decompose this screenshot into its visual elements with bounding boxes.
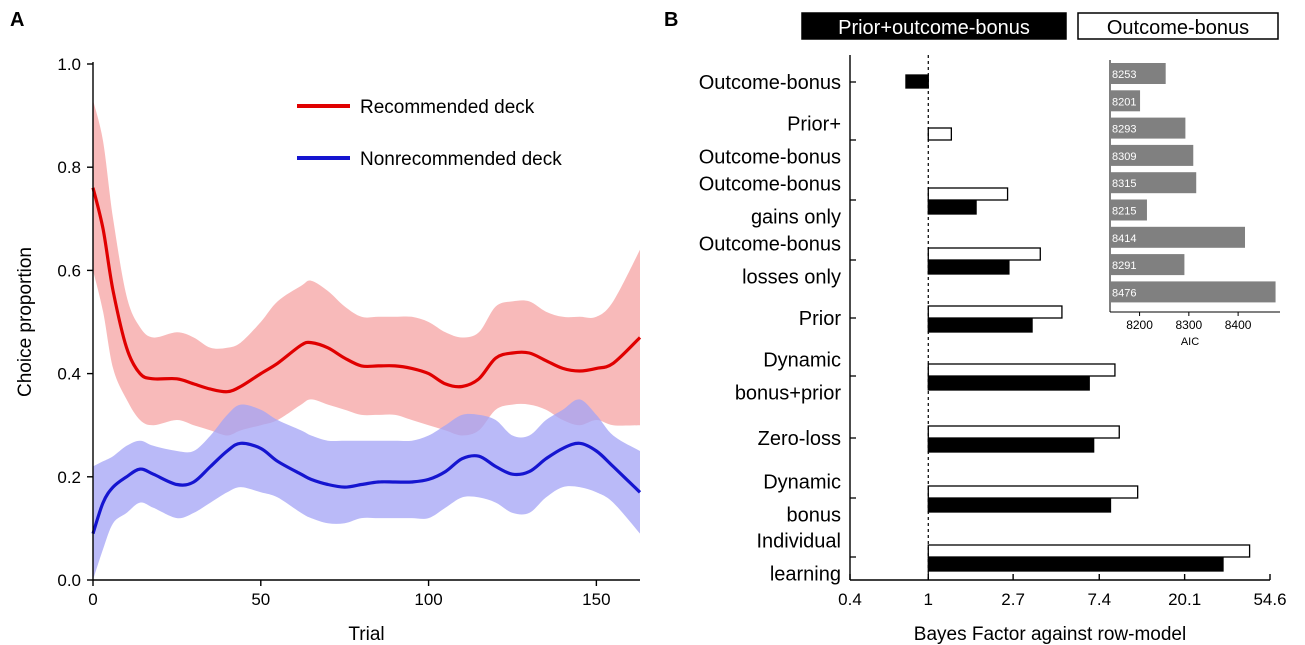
x-axis-label-b: Bayes Factor against row-model (914, 624, 1186, 645)
inset-bar-label: 8414 (1112, 233, 1136, 245)
recommended-band (93, 100, 640, 436)
legend-a: Recommended deck Nonrecommended deck (297, 97, 562, 170)
panel-b-label: B (664, 9, 678, 31)
category-label: learning (770, 564, 841, 586)
y-tick-label: 0.0 (57, 571, 81, 590)
bar-outcome-bonus (927, 425, 1120, 439)
inset-bar-label: 8293 (1112, 124, 1136, 136)
line-chart-panel-a: 0.0 0.2 0.4 0.6 0.8 1.0 0 50 100 150 Recommended … (15, 55, 642, 645)
bar-prior-outcome-bonus (927, 376, 1090, 391)
legend-label-recommended: Recommended deck (360, 97, 535, 118)
inset-x-tick-label: 8400 (1225, 318, 1252, 332)
category-label: Dynamic (763, 350, 841, 372)
bar-prior-outcome-bonus (927, 318, 1033, 333)
bar-prior-outcome-bonus (927, 498, 1112, 513)
aic-inset: 8253 8201 8293 8309 8315 8215 8414 8291 8476 8200… (1109, 60, 1280, 348)
inset-bar (1110, 281, 1276, 303)
category-label: losses only (742, 267, 841, 289)
b-x-tick-label: 1 (924, 590, 933, 609)
inset-bar-label: 8315 (1112, 178, 1136, 190)
panel-a-label: A (10, 9, 24, 31)
y-tick-label: 0.8 (57, 158, 81, 177)
category-label: Outcome-bonus (699, 174, 841, 196)
bar-prior-outcome-bonus (927, 200, 977, 215)
bar-prior-outcome-bonus (927, 260, 1010, 275)
category-label: bonus (787, 505, 842, 527)
axes-b: 0.4 1 2.7 7.4 20.1 54.6 (838, 55, 1287, 609)
series-lines (91, 187, 642, 535)
category-label: Outcome-bonus (699, 72, 841, 94)
inset-bar (1110, 226, 1246, 248)
inset-bar (1110, 144, 1194, 166)
y-axis-label-a: Choice proportion (15, 247, 36, 397)
bar-prior-outcome-bonus (927, 557, 1224, 572)
category-label: Prior (799, 308, 842, 330)
b-x-tick-label: 54.6 (1253, 590, 1286, 609)
inset-bar-label: 8309 (1112, 151, 1136, 163)
bar-outcome-bonus (927, 187, 1009, 201)
x-tick-label: 100 (414, 590, 442, 609)
inset-bar-label: 8253 (1112, 69, 1136, 81)
inset-x-label: AIC (1181, 336, 1199, 348)
x-tick-label: 0 (88, 590, 97, 609)
bar-outcome-bonus (927, 127, 952, 141)
y-tick-label: 0.4 (57, 365, 81, 384)
x-tick-label: 50 (251, 590, 270, 609)
x-axis-label-a: Trial (348, 624, 384, 645)
bar-prior-outcome-bonus (927, 438, 1095, 453)
category-label: Zero-loss (758, 428, 841, 450)
bar-prior-outcome-bonus (905, 74, 929, 89)
legend-label-prior-outcome-bonus: Prior+outcome-bonus (838, 17, 1030, 39)
inset-bar (1110, 172, 1197, 194)
legend-box-outcome-bonus (1077, 12, 1279, 40)
b-x-tick-label: 2.7 (1001, 590, 1025, 609)
inset-bar (1110, 63, 1166, 84)
x-tick-label: 150 (582, 590, 610, 609)
inset-bar (1110, 117, 1186, 139)
bar-outcome-bonus (927, 305, 1063, 319)
category-label: bonus+prior (735, 383, 842, 405)
inset-bar-label: 8291 (1112, 260, 1136, 272)
inset-bar (1110, 254, 1185, 276)
inset-bar-label: 8215 (1112, 206, 1136, 218)
nonrecommended-line (91, 441, 642, 535)
category-label: gains only (751, 207, 841, 229)
inset-bar (1110, 90, 1141, 112)
inset-bar (1110, 199, 1147, 221)
bar-outcome-bonus (927, 485, 1139, 499)
b-x-tick-label: 20.1 (1168, 590, 1201, 609)
inset-bar-label: 8201 (1112, 96, 1136, 108)
y-tick-label: 0.6 (57, 261, 81, 280)
legend-label-outcome-bonus: Outcome-bonus (1107, 17, 1249, 39)
legend-b: Prior+outcome-bonus Outcome-bonus (801, 12, 1279, 40)
category-label: Dynamic (763, 472, 841, 494)
category-label: Outcome-bonus (699, 234, 841, 256)
inset-bar-label: 8476 (1112, 287, 1136, 299)
bar-chart-panel-b: Prior+outcome-bonus Outcome-bonus Outcome… (699, 12, 1287, 645)
bar-outcome-bonus (927, 544, 1251, 558)
category-label: Outcome-bonus (699, 147, 841, 169)
bar-outcome-bonus (927, 247, 1041, 261)
b-x-tick-label: 7.4 (1087, 590, 1111, 609)
y-tick-label: 1.0 (57, 55, 81, 74)
category-label: Individual (756, 531, 841, 553)
category-labels: Outcome-bonus Prior+ Outcome-bonus Outcome-… (699, 72, 842, 586)
legend-label-nonrecommended: Nonrecommended deck (360, 149, 562, 170)
inset-x-tick-label: 8300 (1175, 318, 1202, 332)
bar-outcome-bonus (927, 363, 1116, 377)
bars (905, 74, 1251, 572)
confidence-bands (93, 100, 640, 580)
legend-box-prior-outcome-bonus (801, 12, 1067, 40)
axes-a: 0.0 0.2 0.4 0.6 0.8 1.0 0 50 100 150 (57, 55, 640, 609)
inset-x-tick-label: 8200 (1126, 318, 1153, 332)
y-tick-label: 0.2 (57, 468, 81, 487)
nonrecommended-band (93, 399, 640, 580)
category-label: Prior+ (787, 114, 841, 136)
b-x-tick-label: 0.4 (838, 590, 862, 609)
recommended-line (91, 187, 642, 394)
